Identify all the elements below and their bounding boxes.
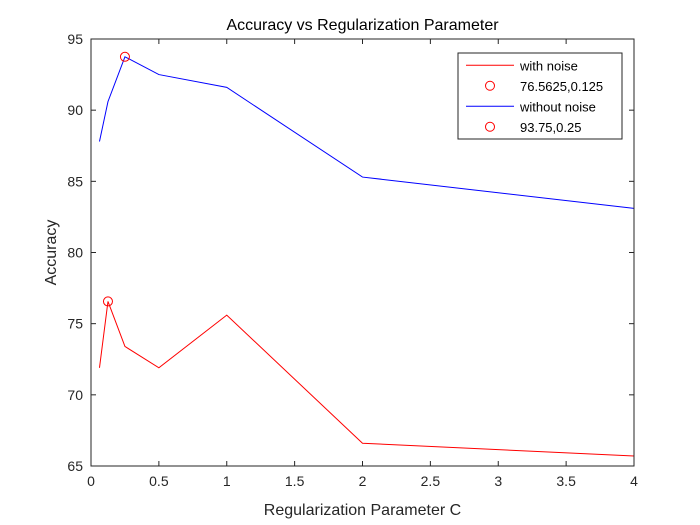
legend-swatch-3 — [485, 121, 495, 132]
y-tick-label-4: 85 — [67, 173, 83, 189]
legend-label-1: 76.5625,0.125 — [520, 79, 603, 94]
x-tick-label-7: 3.5 — [556, 473, 576, 489]
series-line-2 — [98, 56, 635, 209]
y-tick-label-0: 65 — [67, 458, 83, 474]
y-tick-label-5: 90 — [67, 102, 83, 118]
y-tick-label-2: 75 — [67, 316, 83, 332]
x-tick-label-8: 4 — [630, 473, 638, 489]
x-tick-label-5: 2.5 — [421, 473, 441, 489]
chart-title: Accuracy vs Regularization Parameter — [226, 17, 499, 34]
x-tick-label-0: 0 — [87, 473, 95, 489]
series-line-0 — [98, 301, 635, 457]
series-layer — [98, 51, 635, 457]
x-axis-label: Regularization Parameter C — [264, 502, 461, 519]
x-tick-label-3: 1.5 — [285, 473, 305, 489]
marker-point-3-0 — [119, 51, 130, 62]
legend-label-3: 93.75,0.25 — [520, 120, 581, 135]
y-axis-label: Accuracy — [43, 220, 60, 286]
axes-layer: 0 0.5 1 1.5 2 2.5 3 3.5 4 65 70 75 80 85 90 95 — [67, 31, 638, 489]
legend-box — [457, 52, 623, 140]
legend-label-0: with noise — [519, 58, 578, 73]
marker-point-1-0 — [102, 296, 113, 307]
x-tick-label-1: 0.5 — [149, 473, 169, 489]
y-tick-label-1: 70 — [67, 387, 83, 403]
x-tick-label-2: 1 — [223, 473, 231, 489]
legend: with noise 76.5625,0.125 without noise 93.7… — [457, 52, 623, 140]
legend-swatch-1 — [485, 80, 495, 91]
x-tick-label-6: 3 — [494, 473, 502, 489]
x-tick-label-4: 2 — [359, 473, 367, 489]
y-tick-label-3: 80 — [67, 245, 83, 261]
legend-label-2: without noise — [519, 99, 596, 114]
y-tick-label-6: 95 — [67, 31, 83, 47]
